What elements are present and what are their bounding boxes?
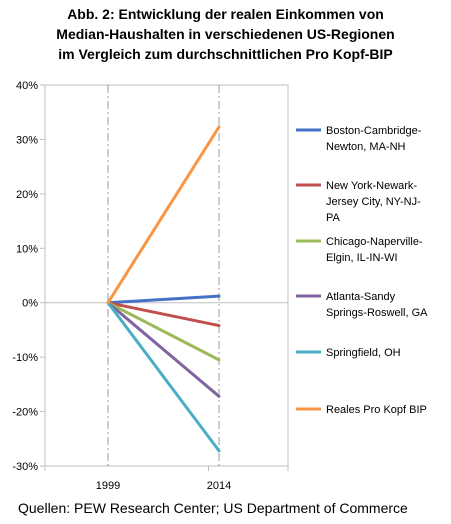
x-axis: 1999 2014 [44,302,289,492]
series-line-0 [106,294,221,305]
legend-label-3: Springs-Roswell, GA [326,307,428,319]
series-line-4 [106,301,221,453]
legend-label-1: New York-Newark- [326,180,417,192]
y-tick-label: -30% [12,461,38,473]
legend-label-0: Newton, MA-NH [326,141,406,153]
legend-label-3: Atlanta-Sandy [326,291,396,303]
source-note: Quellen: PEW Research Center; US Departm… [18,500,408,516]
y-axis: -30% -20% -10% 0% 10% 20% 30% 40% [12,80,45,473]
chart-title: Abb. 2: Entwicklung der realen Einkommen… [0,4,451,64]
series-lines [106,125,221,453]
legend-label-1: PA [326,212,341,224]
legend-label-0: Boston-Cambridge- [326,125,422,137]
chart-title-line-1: Abb. 2: Entwicklung der realen Einkommen… [67,6,384,22]
y-tick-label: 30% [16,134,38,146]
series-line-5 [106,125,221,305]
chart-title-line-3: im Vergleich zum durchschnittlichen Pro … [58,46,393,62]
y-tick-label: -20% [12,407,38,419]
legend-label-4: Springfield, OH [326,347,401,359]
legend-label-1: Jersey City, NY-NJ- [326,196,421,208]
plot-area-border [44,84,289,467]
series-line-3 [106,301,221,398]
legend: Boston-Cambridge- Newton, MA-NH New York-N… [296,125,428,416]
x-tick-label: 2014 [207,480,231,492]
legend-label-2: Elgin, IL-IN-WI [326,252,398,264]
legend-label-5: Reales Pro Kopf BIP [326,404,427,416]
y-tick-label: 0% [22,298,38,310]
y-tick-label: 10% [16,243,38,255]
series-line-1 [106,301,221,328]
y-tick-label: 40% [16,80,38,92]
y-tick-label: 20% [16,189,38,201]
y-tick-label: -10% [12,352,38,364]
chart-title-line-2: Median-Haushalten in verschiedenen US-Re… [56,26,395,42]
legend-label-2: Chicago-Naperville- [326,236,423,248]
x-tick-label: 1999 [96,480,120,492]
series-line-2 [106,301,221,362]
